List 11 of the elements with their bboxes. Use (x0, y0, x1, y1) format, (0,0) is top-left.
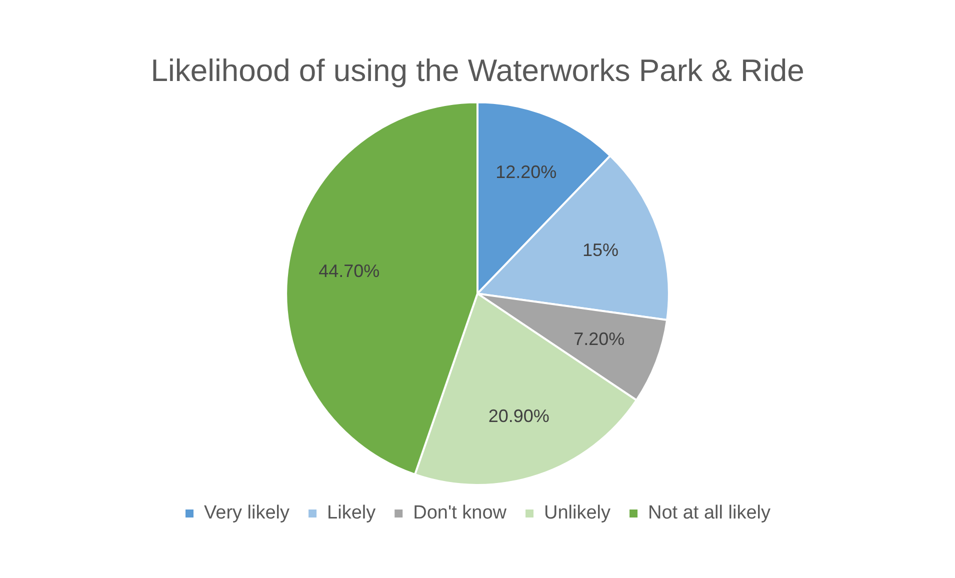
chart-title: Likelihood of using the Waterworks Park & Ride (150, 53, 804, 88)
data-label: 12.20% (496, 162, 557, 182)
legend-label: Unlikely (544, 502, 612, 524)
data-label: 44.70% (318, 261, 380, 281)
legend-label: Not at all likely (648, 502, 772, 524)
data-label: 15% (582, 240, 619, 260)
data-label: 7.20% (574, 328, 625, 349)
legend-label: Likely (327, 502, 376, 524)
legend-label: Very likely (204, 502, 290, 524)
legend-label: Don't know (413, 502, 507, 524)
data-label: 20.90% (488, 406, 550, 426)
